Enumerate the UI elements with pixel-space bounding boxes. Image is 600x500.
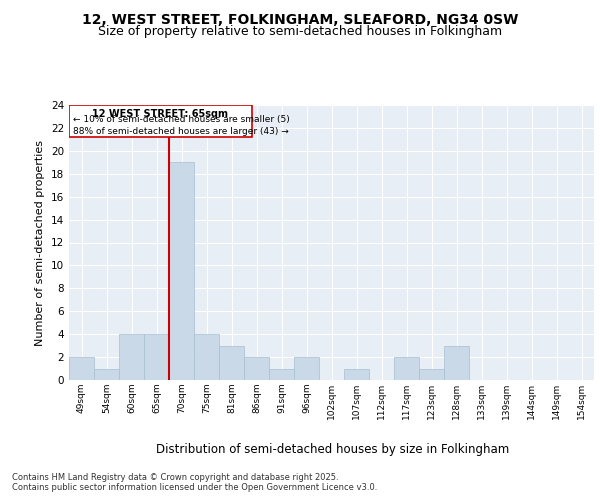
Text: Size of property relative to semi-detached houses in Folkingham: Size of property relative to semi-detach… — [98, 25, 502, 38]
Text: 12, WEST STREET, FOLKINGHAM, SLEAFORD, NG34 0SW: 12, WEST STREET, FOLKINGHAM, SLEAFORD, N… — [82, 12, 518, 26]
Bar — [219, 346, 244, 380]
Bar — [419, 368, 444, 380]
Text: 12 WEST STREET: 65sqm: 12 WEST STREET: 65sqm — [92, 109, 228, 119]
Bar — [244, 357, 269, 380]
Text: Contains HM Land Registry data © Crown copyright and database right 2025.
Contai: Contains HM Land Registry data © Crown c… — [12, 472, 377, 492]
Bar — [269, 368, 294, 380]
Bar — [119, 334, 144, 380]
Bar — [344, 368, 369, 380]
Bar — [144, 334, 169, 380]
Y-axis label: Number of semi-detached properties: Number of semi-detached properties — [35, 140, 46, 346]
Bar — [194, 334, 219, 380]
Text: ← 10% of semi-detached houses are smaller (5): ← 10% of semi-detached houses are smalle… — [73, 115, 290, 124]
Text: Distribution of semi-detached houses by size in Folkingham: Distribution of semi-detached houses by … — [157, 442, 509, 456]
Bar — [294, 357, 319, 380]
Bar — [69, 357, 94, 380]
Bar — [94, 368, 119, 380]
FancyBboxPatch shape — [69, 105, 251, 137]
Text: 88% of semi-detached houses are larger (43) →: 88% of semi-detached houses are larger (… — [73, 127, 289, 136]
Bar — [444, 346, 469, 380]
Bar — [394, 357, 419, 380]
Bar — [169, 162, 194, 380]
